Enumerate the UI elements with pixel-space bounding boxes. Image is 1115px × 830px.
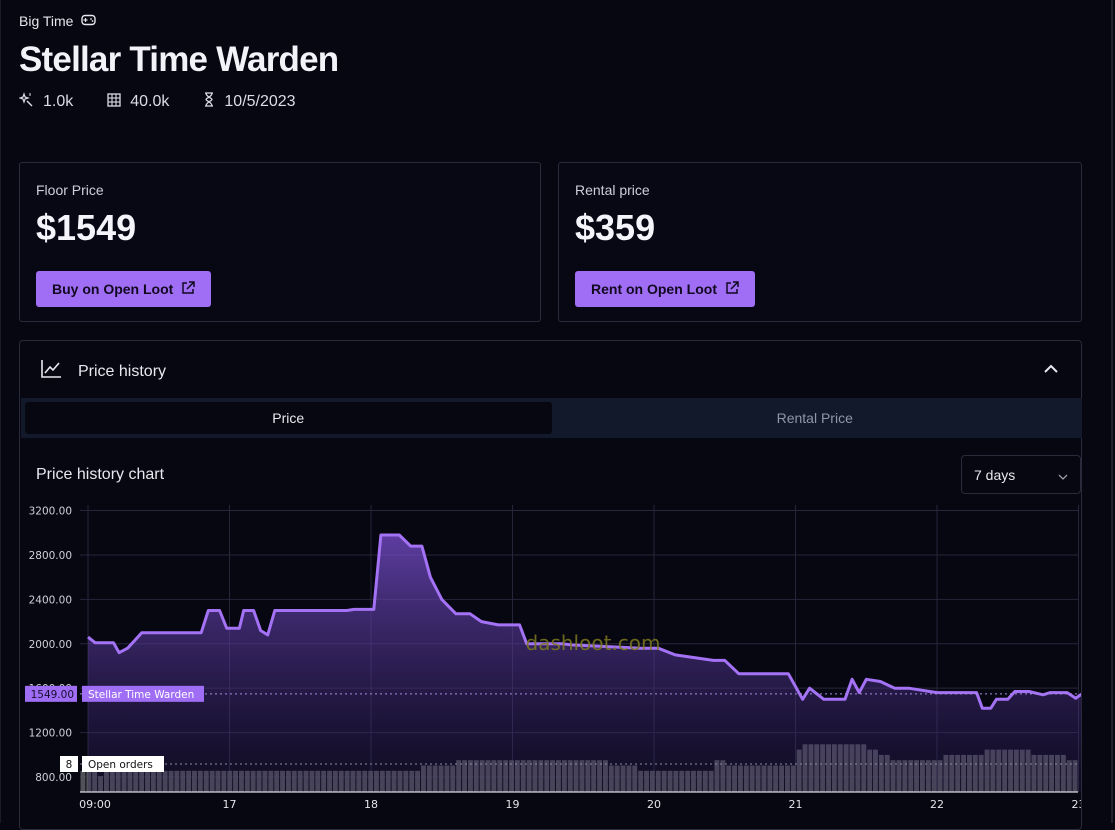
orders-marker-value: 8 <box>66 759 73 771</box>
stat-supply: 1.0k <box>18 92 74 112</box>
price-marker-name-badge <box>82 685 204 702</box>
stat-value: 10/5/2023 <box>224 93 296 110</box>
price-history-header[interactable]: Price history <box>40 359 166 384</box>
page-title: Stellar Time Warden <box>19 40 339 79</box>
line-chart-icon <box>40 359 62 384</box>
buy-button[interactable]: Buy on Open Loot <box>36 271 212 307</box>
x-tick-label: 23 <box>1072 798 1082 811</box>
y-tick-label: 2400.00 <box>29 594 72 606</box>
grid-icon <box>107 92 121 112</box>
item-stats: 1.0k 40.0k 10/5/2023 <box>18 92 296 112</box>
price-area <box>88 535 1081 792</box>
orders-marker-label: Open orders <box>88 759 153 771</box>
price-marker-badge <box>25 685 77 702</box>
external-link-icon <box>181 280 196 298</box>
price-history-chart[interactable]: 3200.002800.002400.002000.001600.001200.… <box>20 495 1081 823</box>
rental-price-label: Rental price <box>575 182 650 198</box>
stat-value: 1.0k <box>43 93 74 110</box>
tab-price[interactable]: Price <box>25 402 552 434</box>
gamepad-icon <box>81 13 97 29</box>
rent-button[interactable]: Rent on Open Loot <box>575 271 755 307</box>
x-tick-label: 19 <box>506 798 520 811</box>
range-select[interactable]: 7 days <box>961 455 1081 494</box>
x-tick-label: 17 <box>223 798 237 811</box>
floor-price-label: Floor Price <box>36 182 104 198</box>
stat-date: 10/5/2023 <box>203 92 296 112</box>
external-link-icon <box>725 280 739 298</box>
price-tabs: Price Rental Price <box>21 398 1082 438</box>
range-select-value: 7 days <box>974 466 1016 483</box>
tab-rental-price[interactable]: Rental Price <box>776 410 853 426</box>
rent-button-label: Rent on Open Loot <box>591 281 717 297</box>
price-marker-label: Stellar Time Warden <box>88 689 194 701</box>
y-tick-label: 2800.00 <box>29 550 72 562</box>
sparkle-icon <box>18 92 34 112</box>
watermark: dashloot.com <box>526 631 661 655</box>
rental-price-card: Rental price $359 Rent on Open Loot <box>558 162 1082 322</box>
hourglass-icon <box>203 92 215 112</box>
x-tick-label: 18 <box>364 798 378 811</box>
y-tick-label: 800.00 <box>35 772 72 784</box>
game-line: Big Time <box>19 13 97 29</box>
x-tick-label: 20 <box>647 798 661 811</box>
y-tick-label: 3200.00 <box>29 506 72 518</box>
price-history-title: Price history <box>78 362 167 380</box>
rental-price-value: $359 <box>575 207 656 248</box>
price-line <box>87 533 1081 710</box>
buy-button-label: Buy on Open Loot <box>52 281 174 297</box>
x-tick-label: 09:00 <box>79 798 111 811</box>
price-marker-value: 1549.00 <box>31 689 74 701</box>
orders-marker-name-badge <box>82 756 164 772</box>
y-tick-label: 2000.00 <box>29 639 72 651</box>
x-tick-label: 21 <box>789 798 803 811</box>
chevron-up-icon[interactable] <box>1043 361 1059 379</box>
floor-price-value: $1549 <box>36 207 137 248</box>
orders-marker-badge <box>60 756 78 772</box>
volume-bar <box>80 770 86 792</box>
x-tick-label: 22 <box>930 798 944 811</box>
chevron-down-icon <box>1058 467 1068 483</box>
chart-title: Price history chart <box>36 466 165 483</box>
game-name[interactable]: Big Time <box>19 13 74 29</box>
stat-value: 40.0k <box>130 93 170 110</box>
stat-listings: 40.0k <box>107 92 169 112</box>
floor-price-card: Floor Price $1549 Buy on Open Loot <box>19 162 541 322</box>
y-tick-label: 1200.00 <box>29 728 72 740</box>
